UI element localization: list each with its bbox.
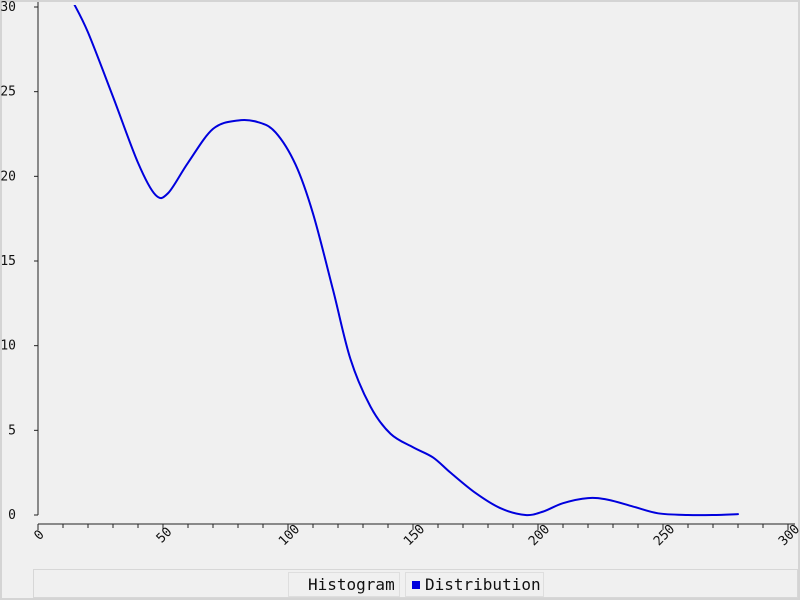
y-tick-label: 20 [0, 169, 16, 184]
y-tick-label: 0 [8, 508, 16, 523]
legend-label-histogram: Histogram [308, 575, 395, 594]
legend-item-distribution[interactable]: Distribution [405, 572, 544, 597]
x-tick-label: 50 [154, 525, 176, 547]
legend-item-histogram[interactable]: Histogram [288, 572, 400, 597]
x-tick-label: 250 [651, 522, 678, 549]
legend-label-distribution: Distribution [425, 575, 541, 594]
x-tick-label: 0 [31, 527, 47, 543]
y-tick-label: 25 [0, 85, 16, 100]
x-tick-label: 300 [776, 522, 800, 549]
x-tick-label: 100 [276, 522, 303, 549]
y-tick-label: 10 [0, 339, 16, 354]
series-line-distribution [73, 5, 739, 517]
y-tick-label: 15 [0, 254, 16, 269]
legend-swatch-distribution [412, 580, 420, 589]
y-tick-label: 5 [8, 423, 16, 438]
y-tick-label: 30 [0, 0, 16, 15]
x-tick-label: 200 [526, 522, 553, 549]
x-tick-label: 150 [401, 522, 428, 549]
legend: Histogram Distribution [33, 569, 798, 598]
